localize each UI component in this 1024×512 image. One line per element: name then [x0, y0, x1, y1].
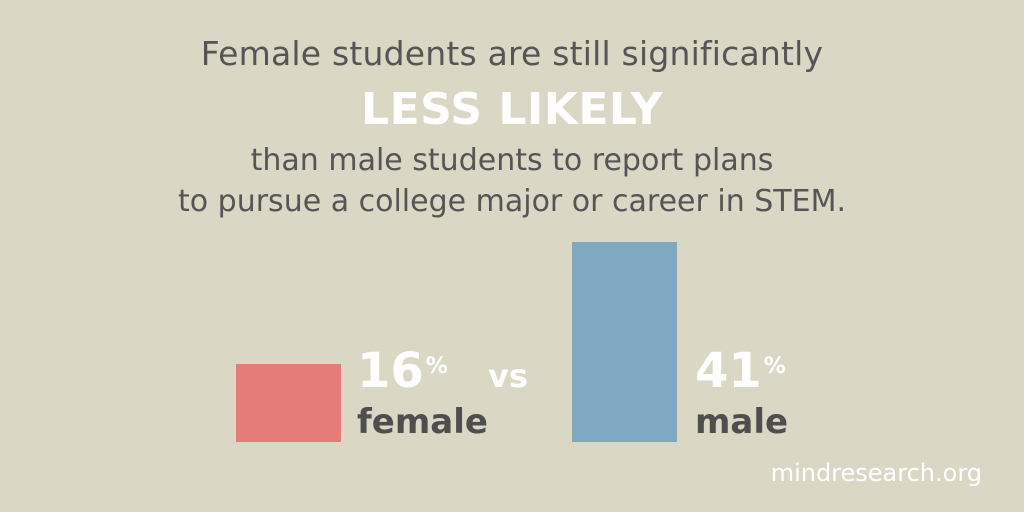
headline-line-4: to pursue a college major or career in S…: [178, 184, 846, 219]
bar-male: [572, 242, 677, 442]
category-label-female: female: [357, 402, 488, 442]
unit-female: %: [425, 354, 448, 379]
value-number-female: 16: [357, 343, 424, 399]
value-number-male: 41: [695, 343, 762, 399]
headline-line-1: Female students are still significantly: [200, 34, 824, 73]
unit-male: %: [763, 354, 786, 379]
value-label-male: 41%: [695, 347, 786, 395]
vs-label: vs: [488, 357, 528, 395]
bar-female: [236, 364, 341, 442]
headline-emphasis: LESS LIKELY: [361, 84, 663, 135]
footer-url: mindresearch.org: [770, 459, 982, 487]
headline-line-3: than male students to report plans: [250, 143, 774, 178]
value-label-female: 16%: [357, 347, 448, 395]
category-label-male: male: [695, 402, 789, 442]
